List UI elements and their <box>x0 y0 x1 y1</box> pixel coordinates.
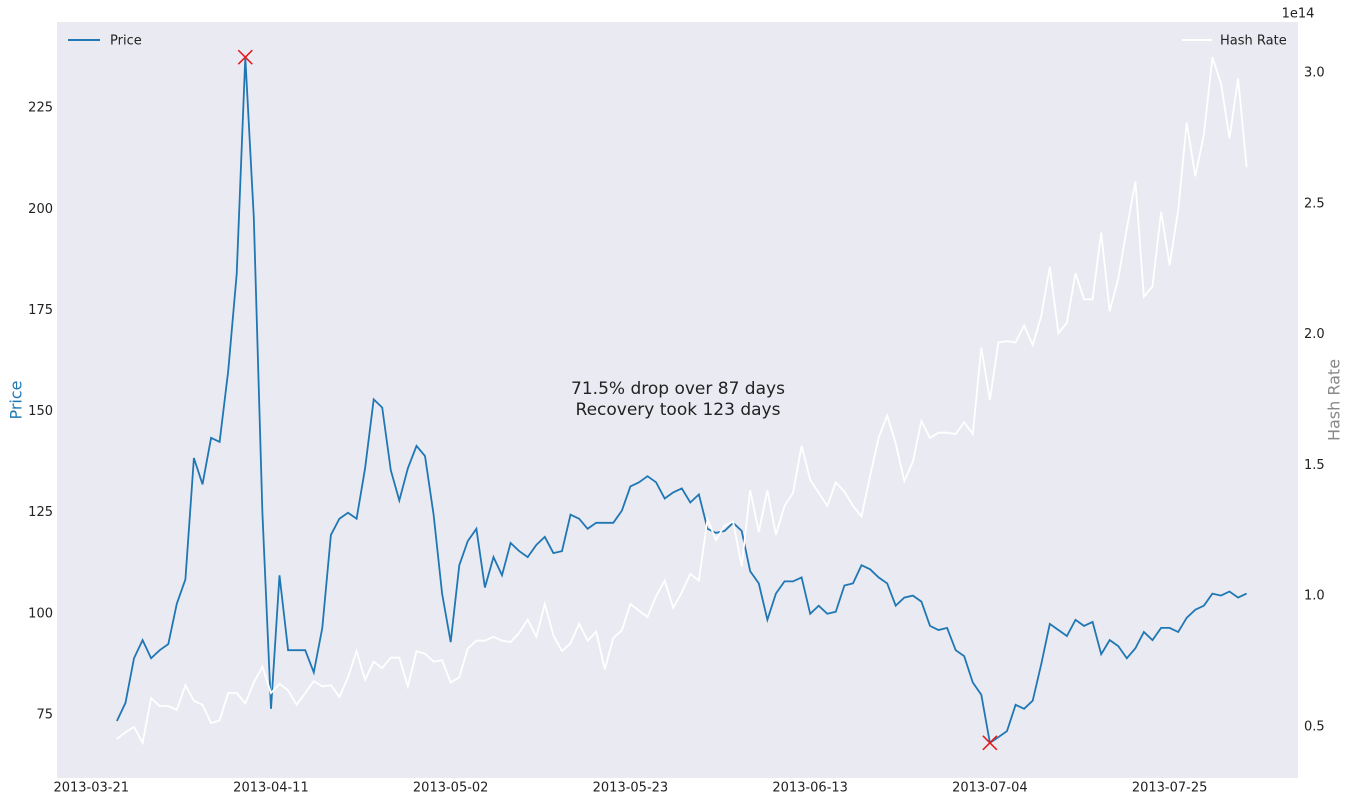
y-tick-label: 200 <box>28 202 53 217</box>
y-tick-label: 175 <box>28 303 53 318</box>
y-tick-label: 100 <box>28 606 53 621</box>
annotation: Recovery took 123 days <box>576 400 781 420</box>
annotation: 71.5% drop over 87 days <box>571 379 785 399</box>
y2-tick-label: 0.5 <box>1304 719 1325 734</box>
y2-tick-label: 2.0 <box>1304 327 1325 342</box>
y2-axis-label: Hash Rate <box>1325 359 1344 441</box>
series-line <box>116 57 1248 746</box>
x-tick-label: 2013-07-25 <box>1132 781 1208 796</box>
x-tick-label: 2013-05-02 <box>413 781 489 796</box>
x-tick-label: 2013-05-23 <box>593 781 669 796</box>
y2-tick-label: 3.0 <box>1304 66 1325 81</box>
y-tick-label: 125 <box>28 505 53 520</box>
plot-area <box>57 22 1298 778</box>
y2-offset-label: 1e14 <box>1282 7 1315 22</box>
legend-label: Hash Rate <box>1220 34 1287 49</box>
y2-tick-label: 1.0 <box>1304 589 1325 604</box>
x-tick-label: 2013-04-11 <box>233 781 309 796</box>
extreme-marker <box>982 735 998 751</box>
extreme-marker <box>237 49 253 65</box>
y2-tick-label: 2.5 <box>1304 196 1325 211</box>
y-tick-label: 225 <box>28 101 53 116</box>
x-tick-label: 2013-07-04 <box>952 781 1028 796</box>
y-tick-label: 75 <box>36 707 53 722</box>
y-tick-label: 150 <box>28 404 53 419</box>
legend-label: Price <box>110 34 142 49</box>
y2-tick-label: 1.5 <box>1304 458 1325 473</box>
x-tick-label: 2013-06-13 <box>772 781 848 796</box>
series-line <box>116 57 1247 745</box>
x-tick-label: 2013-03-21 <box>53 781 129 796</box>
y-axis-label: Price <box>7 380 26 419</box>
